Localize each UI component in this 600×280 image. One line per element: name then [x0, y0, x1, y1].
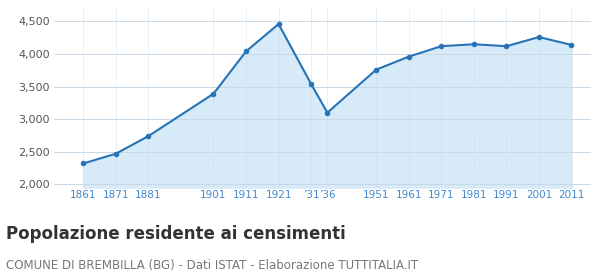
Point — [436, 44, 446, 48]
Point — [79, 161, 88, 166]
Point — [502, 44, 511, 48]
Point — [323, 110, 332, 115]
Point — [469, 42, 479, 46]
Point — [274, 22, 283, 26]
Point — [534, 35, 544, 39]
Point — [566, 43, 576, 47]
Point — [307, 82, 316, 86]
Point — [143, 134, 153, 138]
Point — [111, 151, 121, 156]
Text: Popolazione residente ai censimenti: Popolazione residente ai censimenti — [6, 225, 346, 243]
Point — [371, 67, 381, 72]
Point — [241, 49, 251, 54]
Point — [209, 92, 218, 96]
Point — [404, 54, 413, 59]
Text: COMUNE DI BREMBILLA (BG) - Dati ISTAT - Elaborazione TUTTITALIA.IT: COMUNE DI BREMBILLA (BG) - Dati ISTAT - … — [6, 259, 418, 272]
